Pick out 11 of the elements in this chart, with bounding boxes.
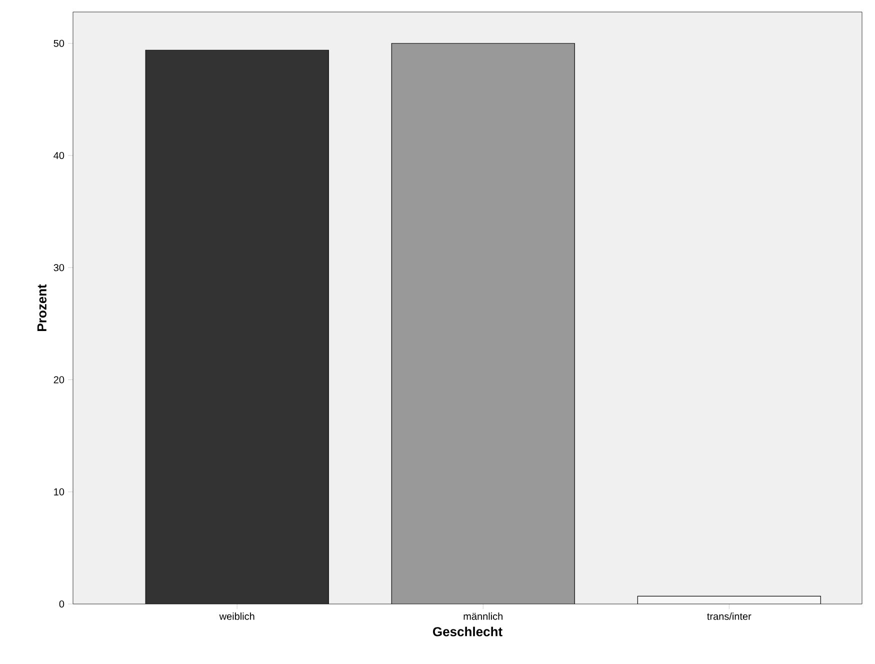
y-tick-label: 0 xyxy=(59,600,64,608)
y-tick-label: 20 xyxy=(54,376,64,384)
y-axis-title: Prozent xyxy=(37,284,46,331)
x-axis-title: Geschlecht xyxy=(432,626,502,636)
y-tick-label: 30 xyxy=(54,264,64,272)
x-tick-label: männlich xyxy=(464,612,502,620)
y-tick-label: 50 xyxy=(54,40,64,47)
y-tick-label: 40 xyxy=(54,152,64,160)
x-tick-label: trans/inter xyxy=(707,612,752,620)
x-tick-label: weiblich xyxy=(219,612,254,620)
y-tick-label: 10 xyxy=(54,488,64,496)
